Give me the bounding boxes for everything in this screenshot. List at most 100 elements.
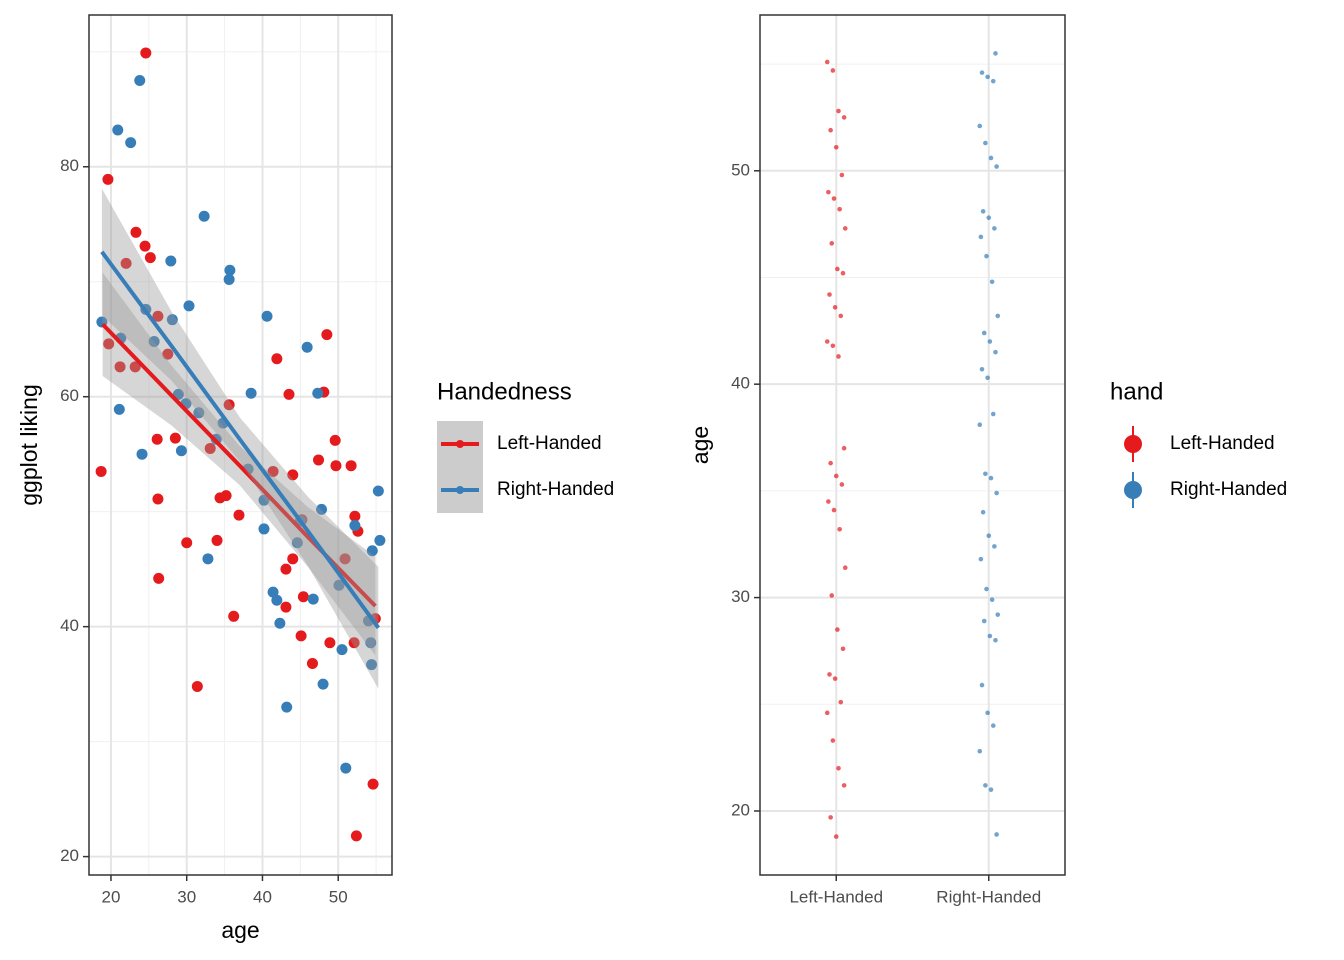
- point: [842, 565, 848, 571]
- point: [372, 485, 384, 497]
- legend-title: Handedness: [437, 378, 572, 405]
- point: [988, 155, 994, 161]
- point: [836, 354, 841, 359]
- point: [837, 526, 842, 532]
- point: [198, 210, 210, 222]
- point: [204, 442, 216, 454]
- point: [129, 361, 141, 373]
- y-tick-label: 80: [60, 156, 79, 175]
- point: [978, 556, 984, 562]
- point: [175, 445, 187, 457]
- point: [245, 387, 257, 399]
- point: [840, 270, 846, 276]
- point: [980, 509, 986, 515]
- y-tick-label: 40: [60, 616, 79, 635]
- point: [223, 399, 235, 411]
- point: [324, 637, 336, 649]
- point: [833, 145, 839, 150]
- point: [995, 313, 1001, 319]
- point: [151, 433, 163, 445]
- point: [985, 375, 990, 381]
- point: [224, 264, 236, 276]
- point: [120, 257, 132, 269]
- point: [261, 310, 273, 322]
- point: [993, 51, 998, 56]
- point: [345, 460, 357, 472]
- point: [831, 507, 837, 513]
- point: [349, 519, 361, 531]
- y-axis-title: ggplot liking: [16, 384, 42, 505]
- point: [374, 534, 386, 546]
- point: [830, 738, 836, 743]
- point: [114, 361, 126, 373]
- point: [258, 523, 270, 535]
- point: [989, 279, 995, 285]
- point: [981, 618, 987, 624]
- point: [329, 434, 341, 446]
- point: [113, 403, 125, 415]
- point: [977, 422, 983, 428]
- point: [287, 469, 299, 481]
- point: [983, 140, 988, 146]
- point: [274, 617, 286, 629]
- point: [130, 226, 142, 238]
- point: [835, 627, 840, 632]
- point: [283, 388, 295, 400]
- point: [839, 482, 845, 487]
- legend-key: [1124, 435, 1142, 453]
- point: [988, 787, 994, 792]
- point: [984, 586, 989, 592]
- point: [990, 78, 996, 84]
- point: [978, 234, 984, 240]
- point: [993, 349, 998, 355]
- point: [153, 572, 165, 584]
- point: [989, 597, 995, 603]
- point: [835, 266, 840, 272]
- point: [832, 676, 838, 681]
- point: [181, 537, 193, 549]
- legend-label: Right-Handed: [497, 479, 614, 500]
- point: [977, 123, 983, 129]
- point: [837, 206, 842, 212]
- point: [994, 490, 999, 496]
- point: [828, 127, 833, 133]
- point: [838, 313, 844, 319]
- point: [979, 682, 985, 688]
- point: [271, 594, 283, 606]
- point: [258, 494, 270, 506]
- point: [367, 778, 379, 790]
- point: [833, 834, 839, 839]
- point: [152, 310, 164, 322]
- point: [979, 70, 985, 75]
- legend-label: Right-Handed: [1170, 479, 1287, 500]
- point: [826, 499, 831, 504]
- point: [993, 637, 998, 643]
- y-tick-label: 50: [731, 160, 750, 179]
- x-tick-label: 40: [253, 887, 272, 906]
- point: [144, 252, 156, 264]
- point: [112, 124, 124, 136]
- point: [990, 723, 996, 728]
- point: [838, 699, 844, 705]
- point: [829, 593, 835, 598]
- point: [202, 553, 214, 565]
- point: [990, 411, 996, 417]
- point: [829, 241, 835, 246]
- point: [832, 305, 838, 310]
- legend-key: [456, 440, 464, 448]
- y-tick-label: 20: [731, 800, 750, 819]
- point: [983, 471, 988, 477]
- point: [828, 460, 833, 466]
- y-axis-title: age: [687, 426, 713, 464]
- legend-title: hand: [1110, 378, 1163, 405]
- point: [992, 226, 997, 231]
- point: [830, 343, 836, 349]
- point: [826, 189, 831, 195]
- point: [191, 680, 203, 692]
- point: [330, 460, 342, 472]
- point: [824, 710, 830, 716]
- panel-border: [759, 14, 1066, 876]
- y-tick-label: 30: [731, 587, 750, 606]
- point: [350, 830, 362, 842]
